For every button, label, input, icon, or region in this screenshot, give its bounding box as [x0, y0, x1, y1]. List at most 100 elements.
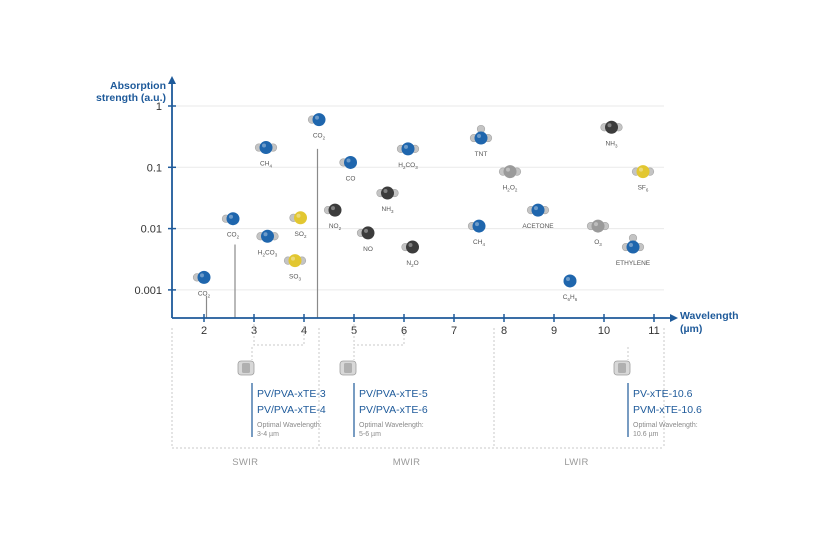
atom-highlight — [262, 143, 266, 148]
atom-highlight — [296, 213, 301, 218]
molecule-label-part: NO — [363, 246, 373, 253]
atom-highlight — [506, 167, 510, 172]
molecule-label: N2O — [406, 260, 418, 268]
molecule-label-part: NH — [606, 140, 616, 147]
atom-main — [197, 270, 211, 284]
atom-highlight — [408, 243, 413, 248]
atom-highlight — [566, 276, 570, 281]
atom-main — [288, 254, 302, 268]
atom-highlight — [475, 222, 479, 227]
y-axis-ticks: 1 0.1 0.01 0.001 — [134, 101, 176, 297]
detector-range-bracket — [253, 324, 305, 346]
molecule-label: NH3 — [606, 140, 618, 148]
molecule-label-part: SO — [289, 274, 298, 281]
molecule-label-part: O — [414, 260, 419, 267]
atom-highlight — [383, 189, 388, 194]
band-label-mwir: MWIR — [393, 457, 421, 468]
atom-main — [328, 203, 342, 217]
molecule-label-part: N — [406, 260, 411, 267]
molecule-label-part: H — [258, 249, 263, 256]
molecule-label-sub: 3 — [275, 252, 278, 257]
molecule-label-sub: 2 — [403, 165, 406, 170]
molecule-label-sub: 3 — [615, 143, 618, 148]
x-tick-label: 5 — [351, 325, 357, 337]
band-label-lwir: LWIR — [564, 457, 588, 468]
molecule-label: CH4 — [473, 239, 485, 247]
atom-highlight — [200, 273, 204, 278]
molecule-label-sub: 2 — [262, 252, 265, 257]
x-axis-title-line1: Wavelength — [680, 310, 739, 322]
molecule-label-sub: 3 — [298, 277, 301, 282]
molecule-label: NH3 — [382, 206, 394, 214]
atom-highlight — [291, 256, 295, 261]
atom-highlight — [263, 232, 268, 237]
molecule-label-part: ETHYLENE — [616, 260, 651, 267]
molecule-marker: CH4 — [467, 219, 486, 247]
molecule-label: CH4 — [260, 161, 272, 169]
molecule-label-part: O — [510, 185, 515, 192]
molecule-label: H2CO3 — [398, 162, 418, 170]
x-tick-label: 10 — [598, 325, 610, 337]
x-axis-arrow — [670, 314, 678, 322]
atom-main — [626, 240, 640, 254]
molecule-label-part: NO — [329, 223, 339, 230]
molecule-label-part: ACETONE — [522, 223, 554, 230]
molecule-label-part: H — [398, 162, 403, 169]
detector-note-value: 5-6 µm — [359, 431, 381, 438]
molecule-label-sub: 4 — [482, 242, 485, 247]
atom-main — [361, 226, 375, 240]
molecule-label-part: CO — [198, 290, 208, 297]
atom-main — [636, 165, 650, 179]
atom-main — [474, 131, 488, 145]
atom-highlight — [404, 144, 408, 149]
molecule-label: C6H6 — [563, 294, 578, 302]
atom-main — [472, 219, 486, 233]
molecule-label-sub: 2 — [237, 235, 240, 240]
molecule-label-part: CH — [260, 161, 270, 168]
detector-name: PV/PVA-xTE-3 — [257, 388, 326, 400]
molecule-label: ETHYLENE — [616, 260, 651, 267]
atom-main — [401, 142, 415, 156]
detector-note-value: 3-4 µm — [257, 431, 279, 438]
molecule-marker: O3 — [586, 219, 610, 247]
molecule-label: SF6 — [638, 185, 649, 193]
molecule-marker: SF6 — [631, 165, 655, 193]
molecule-label-sub: 2 — [507, 188, 510, 193]
grid-lines — [172, 105, 664, 291]
molecule-marker: SO2 — [289, 211, 307, 239]
atom-highlight — [477, 134, 481, 139]
detector-group: PV/PVA-xTE-3 PV/PVA-xTE-4 Optimal Waveleng… — [237, 324, 326, 438]
atom-highlight — [315, 115, 319, 120]
x-tick-label: 3 — [251, 325, 257, 337]
detector-icon-window — [344, 363, 352, 373]
band-label-swir: SWIR — [232, 457, 258, 468]
molecule-label: CO2 — [198, 290, 211, 298]
molecule-marker: NH3 — [600, 120, 623, 148]
molecule-label-sub: 2 — [515, 188, 518, 193]
detector-note-label: Optimal Wavelength: — [359, 422, 424, 429]
molecule-marker: NO2 — [323, 203, 342, 231]
x-tick-label: 8 — [501, 325, 507, 337]
band-regions: SWIR MWIR LWIR — [171, 328, 665, 468]
x-tick-label: 11 — [648, 325, 659, 337]
molecule-marker: H2O2 — [498, 165, 522, 193]
molecule-marker: ACETONE — [522, 203, 554, 230]
molecule-label-sub: 3 — [415, 165, 418, 170]
atom-main — [226, 212, 240, 226]
detector-name: PVM-xTE-10.6 — [633, 404, 702, 416]
detector-note-value: 10.6 µm — [633, 431, 659, 438]
detector-note-label: Optimal Wavelength: — [257, 422, 322, 429]
absorption-lines — [205, 148, 319, 318]
y-axis-arrow — [168, 76, 176, 84]
x-tick-label: 9 — [551, 325, 557, 337]
molecule-label-part: NH — [382, 206, 392, 213]
molecule-label: CO — [346, 175, 356, 182]
atom-highlight — [639, 167, 643, 172]
axes — [168, 76, 678, 322]
molecule-label-sub: 4 — [269, 164, 272, 169]
molecule-label: TNT — [475, 151, 488, 158]
molecule-marker: CO2 — [307, 113, 326, 141]
detector-group: PV-xTE-10.6 PVM-xTE-10.6 Optimal Wavelengt… — [613, 347, 702, 438]
molecule-marker: CO2 — [221, 212, 240, 240]
